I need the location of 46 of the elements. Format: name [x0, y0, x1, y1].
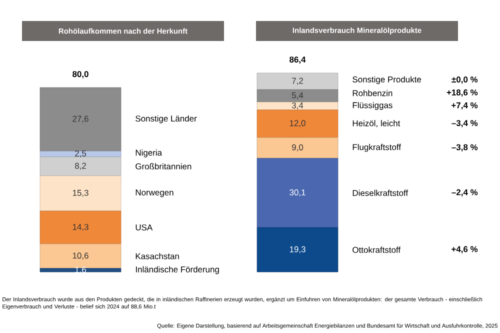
series-label: Heizöl, leicht: [352, 120, 400, 128]
series-label: Sonstige Länder: [136, 115, 197, 124]
series-label: Kasachstan: [136, 252, 179, 260]
data-label: 2,5: [75, 150, 86, 158]
series-label: Rohbenzin: [352, 90, 392, 96]
total-label: 80,0: [72, 71, 88, 78]
data-label: 8,2: [74, 162, 86, 170]
text: ±0,0 %: [452, 76, 478, 84]
data-label: 7,2: [292, 78, 303, 85]
data-label: 5,4: [292, 92, 304, 100]
total-label: 86,4: [290, 56, 306, 64]
data-label: 14,3: [72, 224, 88, 231]
bar: [40, 244, 122, 268]
bar: [40, 176, 122, 212]
text: –2,4 %: [452, 189, 478, 196]
bar: [256, 137, 338, 158]
series-label: USA: [136, 224, 153, 230]
text: +7,4 %: [452, 102, 478, 110]
bar: [256, 110, 338, 138]
data-label: 3,4: [292, 102, 304, 110]
bar: [256, 227, 338, 272]
bar: [256, 102, 338, 110]
data-label: 10,6: [72, 252, 88, 260]
data-label: 19,3: [290, 246, 306, 254]
series-label: Flüssiggas: [352, 102, 392, 110]
data-label: 27,6: [72, 116, 88, 123]
data-label: 9,0: [292, 144, 304, 152]
data-label: 15,3: [72, 190, 88, 197]
bar: [40, 87, 122, 152]
text: –3,8 %: [452, 144, 478, 152]
series-label: Dieselkraftstoff: [352, 190, 408, 196]
data-label: 30,1: [290, 189, 306, 196]
text: +4,6 %: [452, 246, 478, 254]
text: +18,6 %: [446, 89, 478, 97]
series-label: Ottokraftstoff: [352, 246, 401, 253]
series-label: Inländische Förderung: [136, 266, 219, 274]
bar: [40, 210, 122, 244]
bar: [40, 156, 122, 176]
series-label: Flugkraftstoff: [352, 144, 402, 152]
series-label: Norwegen: [136, 190, 174, 198]
data-label: 12,0: [290, 120, 306, 128]
series-label: Nigeria: [136, 149, 162, 158]
text: –3,4 %: [452, 120, 478, 128]
bar: [256, 158, 338, 228]
series-label: Großbritannien: [136, 163, 192, 170]
series-label: Sonstige Produkte: [352, 76, 422, 84]
